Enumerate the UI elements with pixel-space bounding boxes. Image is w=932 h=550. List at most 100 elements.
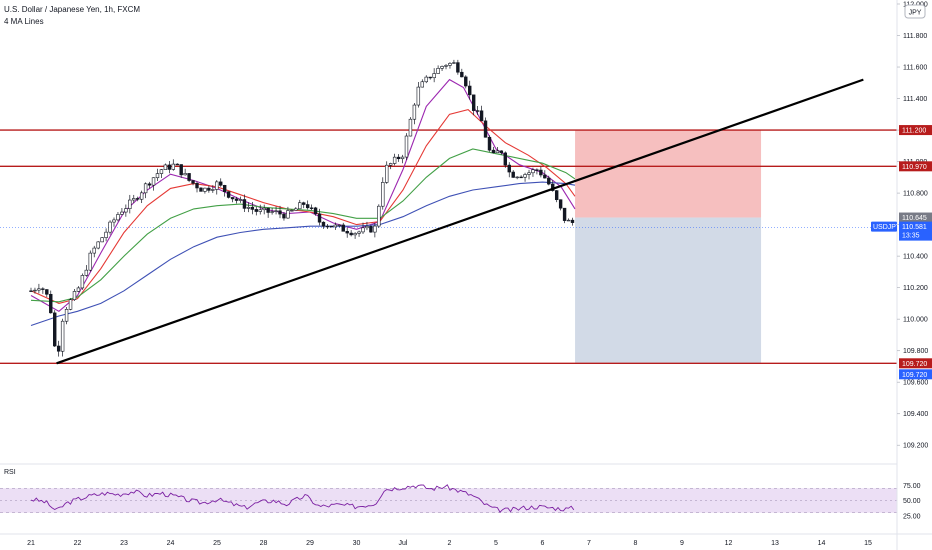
candle-body [317,213,322,223]
currency-badge[interactable]: JPY [904,4,926,19]
candle-body [84,269,89,276]
candle-body [495,150,500,154]
candle-body [262,207,266,211]
candle-body [222,185,227,192]
price-tag-text: 109.720 [902,372,927,379]
price-tag-text: 110.645 [902,215,927,222]
time-tick-label: 8 [634,540,638,547]
moving-average-line [30,148,576,303]
candle-body [183,173,187,176]
candle-body [250,206,255,210]
candle-body [432,73,436,79]
indicator-label: 4 MA Lines [4,17,44,26]
price-tag[interactable] [899,125,932,136]
candle-body [444,65,448,67]
candle-body [483,120,488,138]
candle-body [519,176,523,179]
candle-body [305,204,310,209]
candle-body [116,214,120,221]
candle-body [254,209,258,212]
candle-body [274,210,278,212]
price-tick-label: 109.200 [903,443,928,450]
price-tag-text: 111.200 [902,128,926,135]
price-tick-label: 109.800 [903,348,928,355]
candle-body [37,288,41,291]
candle-body [72,291,77,300]
time-tick-label: 21 [27,540,35,547]
time-tick-label: 28 [260,540,268,547]
price-tag[interactable] [899,212,932,223]
time-tick-label: 29 [306,540,314,547]
candle-body [100,237,104,243]
candle-body [416,86,421,106]
candle-body [195,182,199,189]
moving-average-line [30,78,576,312]
time-tick-label: 7 [587,540,591,547]
moving-average-line [30,108,576,304]
time-tick-label: 24 [167,540,175,547]
candle-body [392,156,397,164]
candle-body [96,241,100,249]
candle-body [527,172,531,175]
rsi-label: RSI [4,469,16,476]
candle-body [203,187,207,192]
trend-line[interactable] [56,78,864,365]
candle-body [171,163,175,170]
trend-line-group [56,78,864,365]
candle-body [108,221,112,233]
symbol-tag-text: USDJPY [873,224,901,231]
time-tick-label: 6 [541,540,545,547]
candle-body [479,110,484,122]
rsi-band [0,488,897,513]
moving-averages [30,78,576,327]
candle-body [554,190,559,200]
last-price-tag[interactable] [899,221,932,241]
candle-body [448,63,452,66]
candle-body [452,62,456,64]
candle-body [278,210,282,215]
price-tag[interactable] [899,161,932,172]
candle-body [456,62,460,73]
candle-body [92,247,96,254]
price-tick-label: 111.600 [903,65,927,72]
candle-body [132,198,136,201]
candle-body [309,207,314,209]
price-tag[interactable] [899,358,932,369]
time-tick-label: 25 [213,540,221,547]
candle-body [41,288,45,290]
take-profit-zone[interactable] [575,217,762,364]
horizontal-levels [0,129,897,364]
candle-body [361,227,365,233]
stop-loss-zone[interactable] [575,130,762,218]
candle-body [139,192,144,200]
price-tick-label: 111.800 [903,33,927,40]
candle-body [503,152,507,166]
candle-body [242,199,247,209]
time-tick-label: 13 [771,540,779,547]
candle-body [511,171,515,178]
candle-body [191,180,195,184]
candle-body [302,202,306,205]
candle-body [215,181,219,190]
price-tag[interactable] [899,369,932,380]
candle-body [412,104,417,120]
time-tick-label: 15 [864,540,872,547]
rsi-line [30,484,575,513]
candle-body [400,156,405,160]
candle-body [408,118,413,137]
time-tick-label: 30 [353,540,361,547]
candle-body [373,225,377,233]
candle-body [475,110,480,112]
candle-body [388,163,393,166]
countdown-text: 13:35 [902,233,920,240]
candle-body [377,205,381,227]
candle-body [143,183,148,194]
candle-body [543,174,547,179]
candle-body [539,169,543,176]
symbol-tag[interactable] [871,221,897,232]
candle-body [547,177,551,185]
candle-body [49,293,53,314]
candle-body [404,135,409,158]
